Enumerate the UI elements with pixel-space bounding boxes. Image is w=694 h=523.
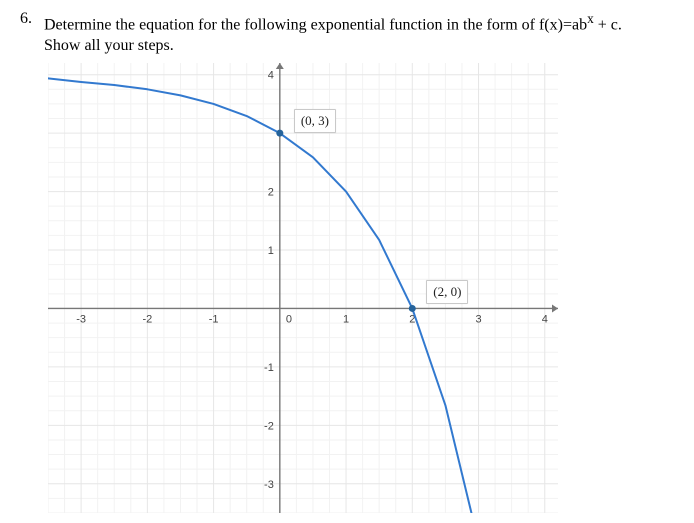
question-number: 6.: [20, 10, 44, 28]
point-label-2-0: (2, 0): [426, 280, 468, 304]
svg-text:1: 1: [343, 313, 349, 325]
point-label-0-3: (0, 3): [294, 109, 336, 133]
svg-text:-2: -2: [142, 313, 152, 325]
svg-text:4: 4: [268, 70, 274, 82]
svg-text:-3: -3: [264, 479, 274, 491]
question-text: Determine the equation for the following…: [44, 10, 674, 57]
svg-text:1: 1: [268, 245, 274, 257]
svg-text:4: 4: [542, 313, 548, 325]
svg-text:-1: -1: [264, 362, 274, 374]
svg-text:-3: -3: [76, 313, 86, 325]
svg-text:2: 2: [268, 186, 274, 198]
prompt-line2: Show all your steps.: [44, 37, 174, 54]
svg-text:-2: -2: [264, 420, 274, 432]
prompt-part1: Determine the equation for the following…: [44, 16, 587, 33]
svg-text:0: 0: [286, 313, 292, 325]
svg-text:3: 3: [475, 313, 481, 325]
prompt-part1-end: + c.: [594, 16, 622, 33]
question-block: 6. Determine the equation for the follow…: [20, 10, 674, 57]
chart-container: -3-2-101234-3-2-1124 (0, 3) (2, 0): [48, 63, 558, 513]
prompt-sup: x: [587, 11, 594, 26]
svg-text:-1: -1: [209, 313, 219, 325]
